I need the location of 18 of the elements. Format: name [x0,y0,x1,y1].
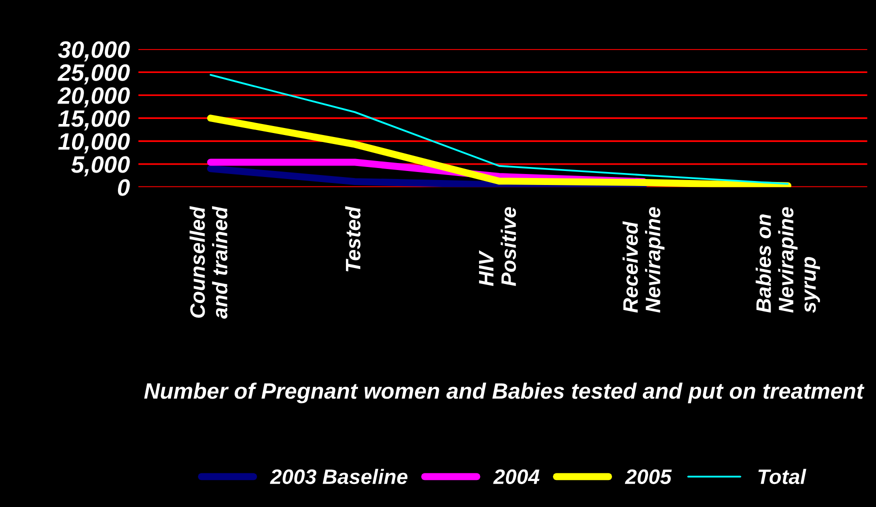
y-tick-label: 30,000 [58,41,130,62]
legend-label: 2005 [624,469,672,484]
x-tick-label: Babies on Nevirapine syrup [756,207,820,313]
y-tick-label: 0 [118,179,130,196]
x-tick-label: Received Nevirapine [622,207,664,313]
y-tick-label: 20,000 [57,87,130,108]
x-tick-label: Counselled and trained [190,206,228,319]
x-axis-title: Number of Pregnant women and Babies tested and put on treatment [144,382,864,404]
y-tick-label: 5,000 [71,156,130,176]
legend-label: 2004 [493,469,540,484]
legend-label: 2003 Baseline [270,468,408,484]
y-tick-label: 15,000 [58,110,130,130]
y-tick-label: 10,000 [58,133,130,154]
legend-label: Total [758,468,806,484]
x-tick-label: Tested [345,206,360,272]
x-tick-label: HIV Positive [479,207,516,286]
y-tick-label: 25,000 [57,64,130,84]
line-series [210,74,789,185]
